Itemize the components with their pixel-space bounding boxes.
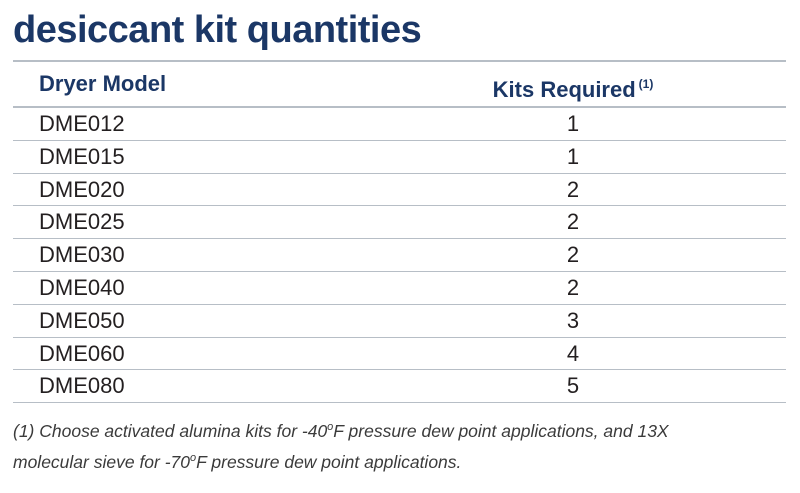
table-row: DME030 2 [13, 239, 786, 272]
header-kits-footnote-ref: (1) [638, 77, 654, 91]
kits-required-cell: 2 [566, 242, 580, 268]
degree-mark-2: o [190, 452, 197, 464]
table-row: DME020 2 [13, 174, 786, 207]
kits-required-cell: 2 [566, 274, 580, 300]
page-title: desiccant kit quantities [13, 9, 422, 51]
table-row: DME015 1 [13, 141, 786, 174]
header-kits-required: Kits Required (1) [473, 62, 673, 112]
kits-required-cell: 4 [566, 340, 580, 366]
table-body: DME012 1 DME015 1 DME020 2 DME025 2 DME030 2 DME04… [13, 108, 786, 404]
kits-required-cell: 5 [566, 373, 580, 399]
footnote-line-1: (1) Choose activated alumina kits for -4… [13, 414, 793, 445]
header-kits-label: Kits Required [492, 77, 636, 102]
degree-mark-1: o [327, 421, 334, 433]
kits-required-cell: 1 [566, 143, 580, 169]
dryer-model-cell: DME012 [39, 111, 125, 136]
footnote-line-2: molecular sieve for -70oF pressure dew p… [13, 445, 793, 476]
dryer-model-cell: DME080 [39, 373, 125, 399]
table-row: DME040 2 [13, 272, 786, 305]
table-row: DME050 3 [13, 305, 786, 338]
table-header: Dryer Model Kits Required (1) [13, 60, 786, 108]
header-dryer-model: Dryer Model [39, 71, 167, 96]
dryer-model-cell: DME050 [39, 307, 125, 333]
dryer-model-cell: DME020 [39, 176, 125, 202]
table-row: DME012 1 [13, 108, 786, 141]
dryer-model-cell: DME060 [39, 340, 125, 366]
table-row: DME080 5 [13, 370, 786, 404]
kit-quantities-table: Dryer Model Kits Required (1) DME012 1 DME0… [13, 60, 786, 404]
footnote-line-2-end: F pressure dew point applications. [196, 452, 462, 472]
dryer-model-cell: DME040 [39, 274, 125, 300]
kits-required-cell: 1 [566, 111, 580, 136]
dryer-model-cell: DME030 [39, 242, 125, 268]
kits-required-cell: 2 [566, 209, 580, 235]
footnote-line-1-end: F pressure dew point applications, and 1… [333, 421, 669, 441]
footnote-line-2-start: molecular sieve for -70 [13, 452, 191, 472]
table-row: DME025 2 [13, 206, 786, 240]
dryer-model-cell: DME025 [39, 209, 125, 235]
kits-required-cell: 3 [566, 307, 580, 333]
dryer-model-cell: DME015 [39, 143, 125, 169]
kits-required-cell: 2 [566, 176, 580, 202]
footnote-line-1-start: (1) Choose activated alumina kits for -4… [13, 421, 328, 441]
footnote: (1) Choose activated alumina kits for -4… [13, 414, 793, 476]
table-row: DME060 4 [13, 338, 786, 371]
